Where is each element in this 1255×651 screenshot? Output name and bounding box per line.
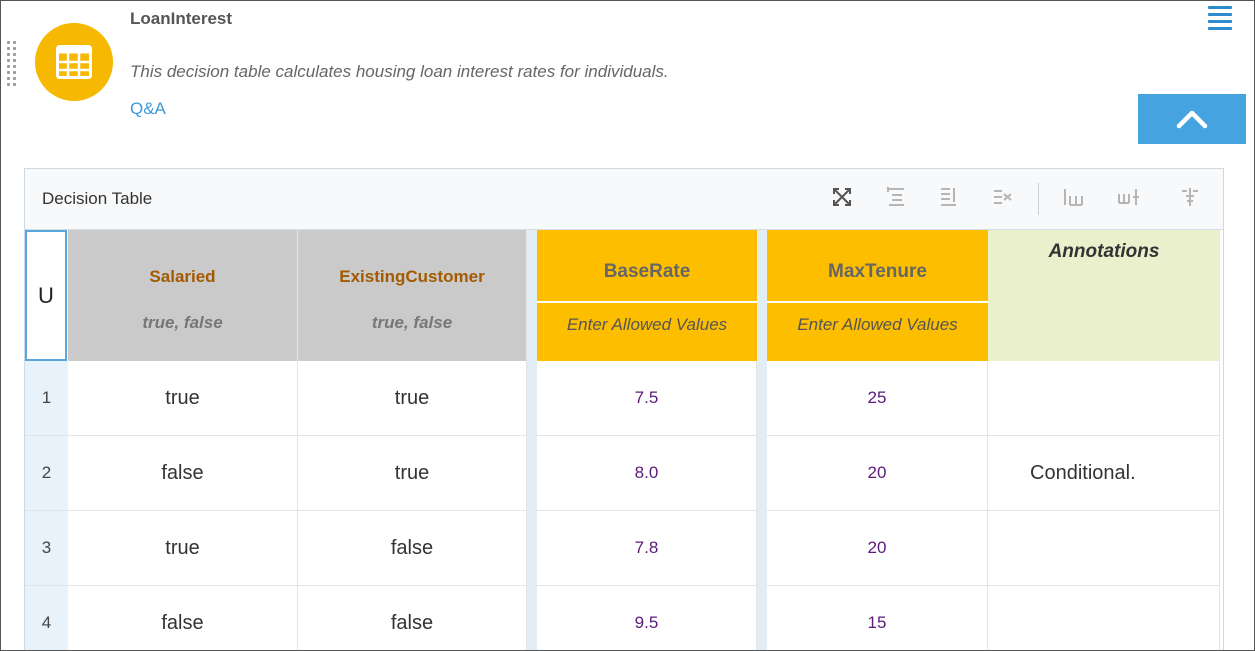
input-column-header[interactable]: Salaried true, false (68, 230, 298, 361)
input-entry-cell[interactable]: false (68, 436, 298, 511)
output-entry-cell[interactable]: 9.5 (537, 586, 757, 650)
input-entry-cell[interactable]: false (298, 586, 527, 650)
rule-number[interactable]: 2 (25, 436, 68, 511)
input-output-separator (527, 230, 537, 650)
rule-number[interactable]: 3 (25, 511, 68, 586)
output-column-name: MaxTenure (828, 261, 927, 282)
drag-handle-icon[interactable] (7, 41, 21, 89)
toolbar-divider (1038, 183, 1039, 215)
input-allowed-values: true, false (142, 313, 223, 332)
add-column-left-icon[interactable] (1061, 184, 1087, 210)
output-entry-cell[interactable]: 7.8 (537, 511, 757, 586)
add-column-right-icon[interactable] (1115, 184, 1141, 210)
output-column-name: BaseRate (603, 261, 691, 282)
delete-column-icon[interactable] (1177, 184, 1203, 210)
table-name: LoanInterest (130, 9, 233, 28)
collapse-button[interactable] (1138, 94, 1246, 144)
input-entry-cell[interactable]: true (68, 361, 298, 436)
annotation-cell[interactable] (988, 511, 1220, 586)
panel-title: Decision Table (42, 189, 153, 208)
input-entry-cell[interactable]: true (298, 361, 527, 436)
output-entry-cell[interactable]: 7.5 (537, 361, 757, 436)
hamburger-menu-icon[interactable] (1208, 5, 1234, 31)
output-separator (757, 230, 767, 650)
input-column-name: Salaried (149, 267, 216, 286)
input-column-name: ExistingCustomer (339, 267, 485, 286)
input-allowed-values: true, false (371, 313, 453, 332)
chevron-up-icon (1176, 110, 1208, 129)
input-entry-cell[interactable]: true (68, 511, 298, 586)
output-entry-cell[interactable]: 20 (767, 511, 988, 586)
table-description: This decision table calculates housing l… (130, 62, 669, 81)
input-entry-cell[interactable]: false (298, 511, 527, 586)
output-entry-cell[interactable]: 20 (767, 436, 988, 511)
output-entry-cell[interactable]: 8.0 (537, 436, 757, 511)
output-allowed-values[interactable]: Enter Allowed Values (797, 315, 958, 334)
annotation-cell[interactable] (988, 361, 1220, 436)
output-entry-cell[interactable]: 15 (767, 586, 988, 650)
output-column-header[interactable]: BaseRate Enter Allowed Values (537, 230, 757, 361)
input-entry-cell[interactable]: false (68, 586, 298, 650)
decision-table-panel: Decision Table (24, 168, 1224, 650)
decision-table-avatar (35, 23, 113, 101)
input-column-header[interactable]: ExistingCustomer true, false (298, 230, 527, 361)
fullscreen-icon[interactable] (829, 184, 855, 210)
qa-link[interactable]: Q&A (130, 99, 166, 118)
panel-toolbar: Decision Table (25, 169, 1223, 230)
rule-number[interactable]: 4 (25, 586, 68, 650)
add-rule-above-icon[interactable] (883, 184, 909, 210)
output-entry-cell[interactable]: 25 (767, 361, 988, 436)
annotations-header[interactable]: Annotations (988, 230, 1220, 361)
delete-rule-icon[interactable] (989, 184, 1015, 210)
hit-policy-cell[interactable]: U (25, 230, 67, 361)
output-allowed-values[interactable]: Enter Allowed Values (566, 315, 728, 334)
add-rule-below-icon[interactable] (935, 184, 961, 210)
annotation-cell[interactable]: Conditional. (988, 436, 1220, 511)
table-icon (56, 45, 92, 79)
annotations-label: Annotations (1048, 241, 1160, 262)
rule-number[interactable]: 1 (25, 361, 68, 436)
output-column-header[interactable]: MaxTenure Enter Allowed Values (767, 230, 988, 361)
input-entry-cell[interactable]: true (298, 436, 527, 511)
annotation-cell[interactable] (988, 586, 1220, 650)
